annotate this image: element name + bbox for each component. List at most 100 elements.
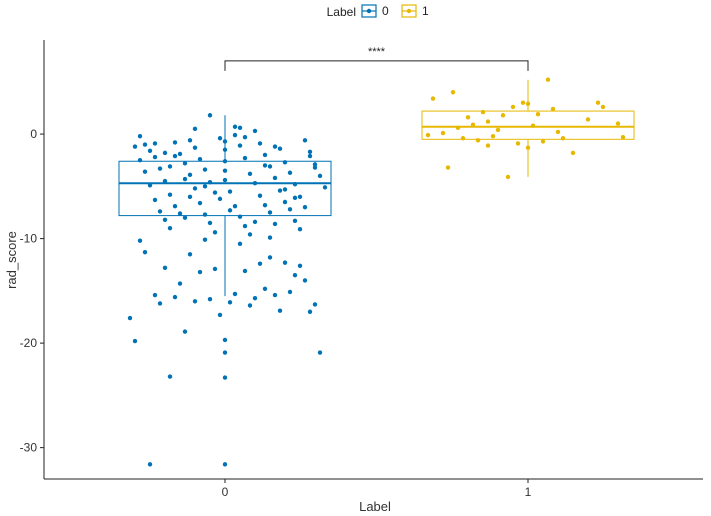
legend: Label 0 1 (327, 4, 429, 19)
data-point-0 (257, 141, 263, 146)
data-point-0 (282, 187, 288, 192)
data-point-0 (142, 142, 148, 147)
data-point-0 (222, 139, 228, 144)
y-tick-label: -20 (20, 336, 38, 350)
data-point-0 (307, 153, 313, 159)
data-point-0 (187, 252, 193, 257)
data-point-0 (262, 286, 268, 291)
y-axis-title: rad_score (4, 231, 19, 289)
legend-label-0: 0 (382, 4, 389, 18)
data-point-1 (530, 123, 536, 128)
data-point-1 (555, 129, 561, 135)
data-point-0 (227, 189, 233, 194)
data-point-0 (232, 291, 238, 297)
data-point-0 (297, 194, 303, 199)
data-point-0 (292, 195, 298, 201)
data-point-0 (157, 209, 163, 214)
data-point-1 (540, 139, 546, 144)
data-point-0 (192, 186, 198, 191)
data-point-1 (485, 119, 491, 124)
legend-key-dot (366, 8, 372, 14)
data-point-0 (222, 462, 228, 467)
data-point-0 (272, 144, 278, 149)
data-point-0 (322, 185, 328, 190)
data-point-0 (287, 289, 293, 295)
data-point-0 (302, 138, 308, 143)
data-point-0 (282, 260, 288, 265)
data-point-0 (307, 309, 313, 314)
legend-key-1 (401, 4, 417, 18)
data-point-0 (247, 171, 253, 176)
data-point-0 (152, 154, 158, 160)
data-point-0 (212, 266, 218, 272)
data-point-0 (292, 218, 298, 224)
data-point-0 (312, 302, 318, 307)
data-point-0 (302, 205, 308, 210)
data-point-0 (222, 375, 228, 380)
data-point-0 (172, 294, 178, 300)
data-point-0 (202, 167, 208, 172)
data-point-0 (182, 161, 188, 166)
data-point-0 (292, 182, 298, 187)
data-point-0 (237, 214, 243, 219)
data-point-0 (232, 132, 238, 138)
legend-label-1: 1 (422, 4, 429, 18)
data-point-0 (312, 165, 318, 170)
data-point-1 (570, 150, 576, 156)
data-point-0 (132, 144, 138, 149)
data-point-0 (242, 268, 248, 274)
data-point-1 (620, 135, 626, 140)
data-point-0 (182, 329, 188, 334)
data-point-0 (237, 143, 243, 148)
legend-key-dot (406, 8, 412, 14)
data-point-0 (222, 168, 228, 173)
data-point-0 (277, 146, 283, 151)
data-point-0 (262, 202, 268, 208)
data-point-0 (177, 281, 183, 286)
data-point-0 (187, 138, 193, 143)
data-point-0 (177, 151, 183, 157)
data-point-1 (560, 136, 566, 141)
data-point-0 (192, 126, 198, 132)
data-point-0 (287, 170, 293, 175)
data-point-0 (237, 125, 243, 130)
data-point-1 (510, 104, 516, 110)
data-point-1 (450, 90, 456, 95)
data-point-0 (172, 140, 178, 145)
x-tick-label: 1 (525, 485, 532, 499)
data-point-0 (267, 210, 273, 215)
data-point-0 (227, 300, 233, 305)
data-point-0 (157, 166, 163, 171)
data-point-0 (232, 124, 238, 129)
data-point-1 (440, 130, 446, 136)
box-body (421, 110, 635, 140)
data-point-0 (297, 226, 303, 232)
data-points (127, 77, 626, 467)
data-point-1 (460, 136, 466, 141)
data-point-0 (277, 188, 283, 193)
data-point-0 (282, 199, 288, 205)
data-point-0 (147, 462, 153, 467)
data-point-0 (162, 178, 168, 184)
data-point-1 (515, 141, 521, 146)
data-point-0 (267, 164, 273, 169)
data-point-0 (302, 278, 308, 283)
data-point-0 (167, 164, 173, 169)
data-point-0 (212, 230, 218, 235)
data-point-0 (207, 179, 213, 185)
data-point-1 (520, 100, 526, 105)
x-tick-label: 0 (222, 485, 229, 499)
data-point-0 (267, 235, 273, 240)
data-point-0 (127, 315, 133, 321)
data-point-0 (247, 303, 253, 308)
data-point-0 (257, 261, 263, 266)
data-point-0 (217, 136, 223, 141)
data-point-0 (207, 297, 213, 302)
data-point-0 (252, 180, 258, 186)
data-point-0 (197, 269, 203, 275)
data-point-0 (272, 175, 278, 181)
data-point-1 (615, 121, 621, 126)
data-point-0 (227, 208, 233, 213)
data-point-0 (242, 223, 248, 229)
data-point-0 (212, 190, 218, 195)
